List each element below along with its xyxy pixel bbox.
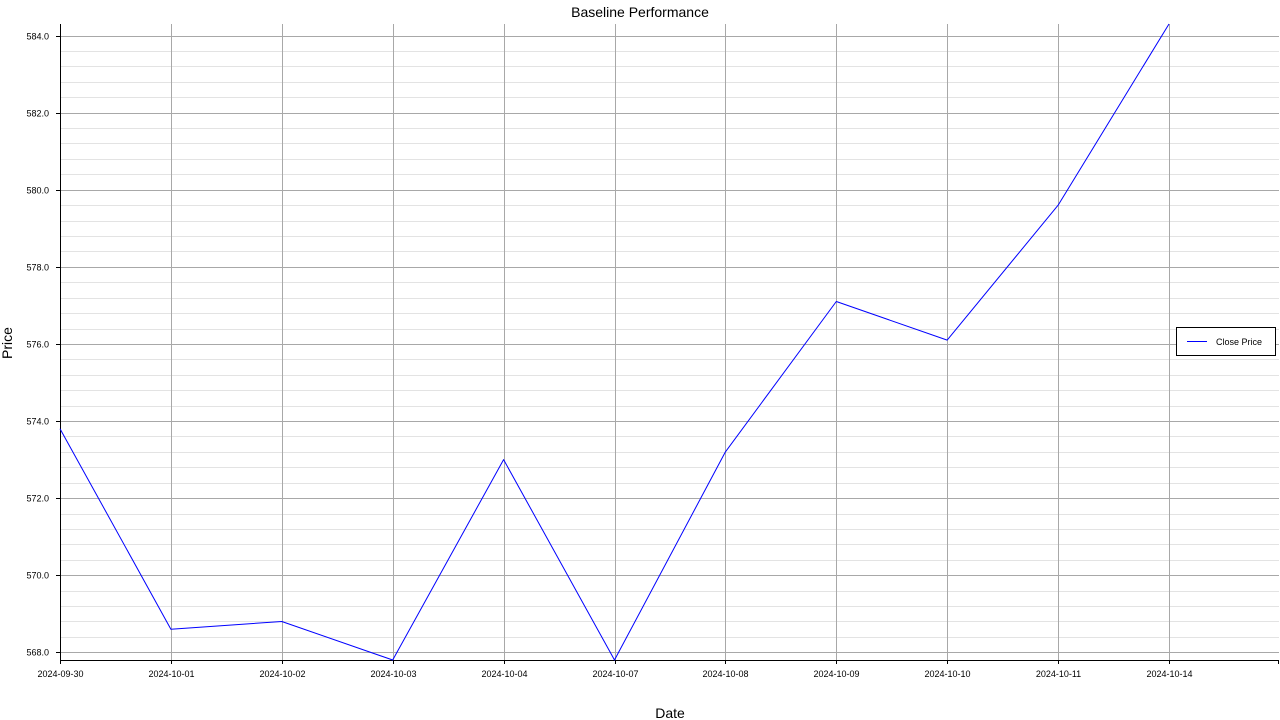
ticks: 568.0 570.0 572.0 574.0 576.0 578.0 580.0 582.0… (26, 32, 1279, 679)
legend-label-close-price: Close Price (1216, 337, 1262, 347)
x-axis-title: Date (655, 705, 685, 720)
y-tick-label: 572.0 (26, 494, 49, 504)
y-tick-label: 576.0 (26, 340, 49, 350)
x-tick-label: 2024-10-14 (1146, 669, 1192, 679)
x-tick-label: 2024-10-07 (592, 669, 638, 679)
axes (60, 24, 1279, 661)
x-tick-label: 2024-10-10 (924, 669, 970, 679)
y-tick-label: 584.0 (26, 32, 49, 42)
x-tick-label: 2024-10-04 (481, 669, 527, 679)
y-tick-label: 568.0 (26, 648, 49, 658)
x-tick-label: 2024-10-01 (148, 669, 194, 679)
y-tick-label: 580.0 (26, 186, 49, 196)
x-tick-label: 2024-10-03 (370, 669, 416, 679)
y-tick-label: 574.0 (26, 417, 49, 427)
series-layer (59, 23, 1170, 661)
x-tick-label: 2024-10-11 (1036, 669, 1081, 679)
y-tick-label: 582.0 (26, 109, 49, 119)
x-tick-label: 2024-10-02 (259, 669, 305, 679)
y-axis-title: Price (0, 327, 15, 359)
x-tick-label: 2024-09-30 (37, 669, 83, 679)
legend: Close Price (1176, 327, 1276, 356)
series-line-close-price (59, 23, 1170, 661)
y-tick-label: 578.0 (26, 263, 49, 273)
x-tick-label: 2024-10-08 (702, 669, 748, 679)
chart-title: Baseline Performance (571, 4, 709, 20)
x-tick-label: 2024-10-09 (813, 669, 859, 679)
y-tick-label: 570.0 (26, 571, 49, 581)
major-grid (60, 24, 1279, 660)
